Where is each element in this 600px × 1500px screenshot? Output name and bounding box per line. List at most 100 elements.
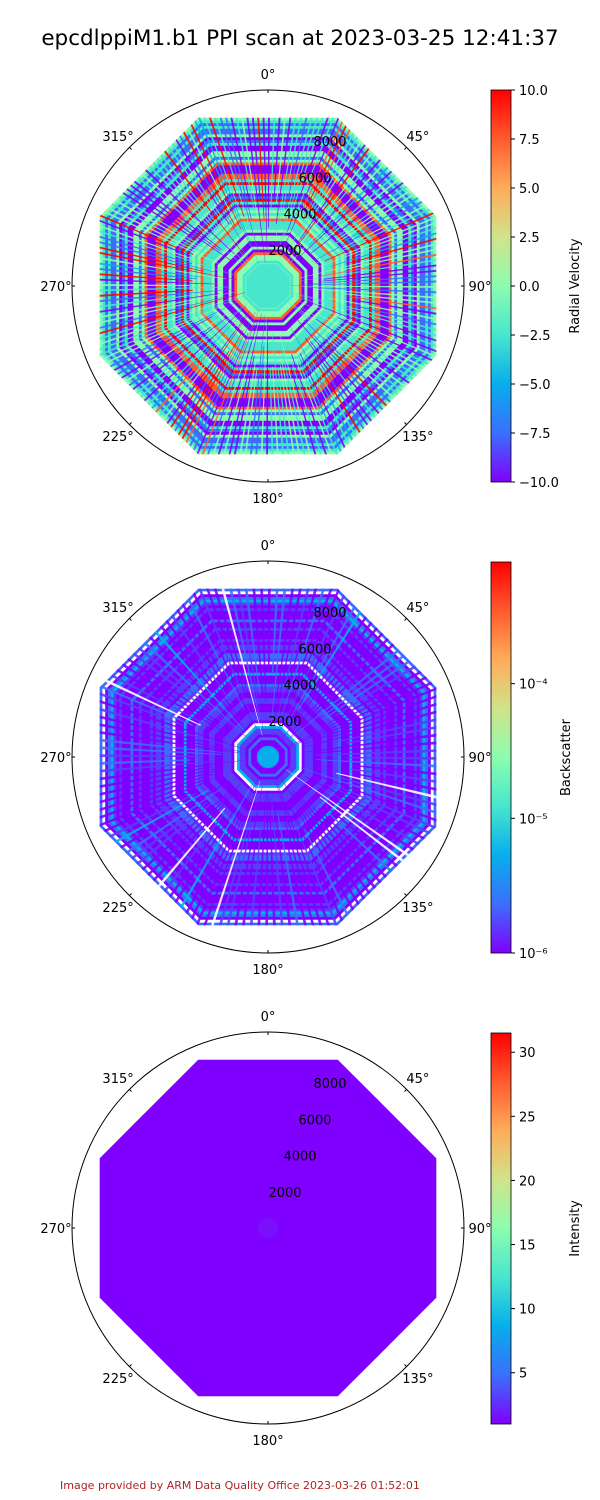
colorbar-tick-label: 10⁻⁴ (519, 678, 548, 693)
beam-streak (198, 117, 259, 264)
beam-streak (280, 621, 373, 741)
beam-streak (304, 337, 369, 426)
polar-panel-radial_velocity: 0° 45° 90° 135° 180° 225° 270° 315° 2000 4000 6000… (40, 68, 583, 507)
beam-streak (152, 790, 237, 882)
beam-streak (130, 801, 208, 860)
beam-streak (272, 366, 279, 455)
beam-streak (317, 313, 422, 373)
angle-tick-label: 270° (40, 280, 71, 295)
beam-streak (99, 278, 215, 285)
beam-streak (262, 117, 268, 252)
beam-streak (279, 775, 360, 906)
beam-streak (110, 674, 211, 728)
data-area (99, 1059, 437, 1397)
beam-streak (179, 135, 241, 239)
beam-streak (99, 715, 209, 744)
colorbar-label: Intensity (568, 1200, 583, 1257)
beam-streak (125, 788, 221, 855)
colorbar-tick-label: 0.0 (519, 280, 540, 295)
beam-streak (312, 201, 423, 262)
beam-streak (283, 117, 313, 225)
beam-streak (239, 358, 257, 455)
beam-streak (99, 286, 228, 292)
beam-streak (312, 361, 357, 437)
beam-streak (276, 117, 286, 203)
beam-streak (280, 345, 306, 455)
beam-streak (279, 365, 295, 455)
beam-streak (331, 774, 437, 807)
beam-streak (99, 773, 214, 812)
beam-streak (223, 321, 259, 455)
range-tick-label: 4000 (283, 679, 316, 694)
range-tick-label: 2000 (268, 244, 301, 259)
beam-streak (279, 117, 319, 247)
beam-streak (275, 117, 292, 224)
beam-streak (190, 778, 258, 920)
beam-streak (244, 588, 261, 695)
range-tick-label: 8000 (313, 606, 346, 621)
beam-streak (127, 657, 219, 723)
beam-streak (290, 326, 353, 441)
beam-streak (312, 275, 437, 284)
beam-streak (297, 140, 362, 241)
beam-streak (212, 348, 249, 455)
beam-streak (249, 821, 263, 926)
beam-streak (203, 117, 240, 209)
beam-streak (148, 636, 223, 711)
beam-streak (272, 333, 285, 455)
angle-tick-label: 45° (406, 1072, 429, 1087)
beam-streak (338, 317, 433, 361)
beam-streak (99, 777, 211, 819)
beam-streak (275, 780, 323, 926)
colorbar-tick-label: 2.5 (519, 231, 540, 246)
beam-streak (291, 791, 366, 900)
beam-streak (293, 819, 338, 926)
beam-streak (218, 816, 252, 926)
beam-streak (304, 300, 437, 353)
beam-streak (99, 292, 245, 335)
beam-streak (260, 307, 268, 455)
beam-streak (327, 670, 422, 725)
beam-streak (323, 264, 437, 280)
beam-streak (322, 269, 437, 282)
colorbar-tick-label: 5.0 (519, 182, 540, 197)
beam-streak (99, 289, 193, 297)
beam-streak (335, 185, 408, 238)
beam-streak (99, 230, 235, 276)
beam-streak (285, 117, 308, 210)
beam-streak (273, 588, 302, 729)
angle-tick-label: 180° (252, 963, 283, 978)
beam-streak (257, 117, 265, 220)
beam-streak (283, 599, 351, 727)
beam-streak (293, 681, 433, 746)
angle-tick-label: 135° (402, 1372, 433, 1387)
beam-streak (288, 301, 407, 388)
beam-streak (271, 588, 279, 673)
beam-streak (288, 302, 399, 395)
angle-tick (129, 1089, 132, 1092)
beam-streak (165, 619, 238, 717)
beam-streak (116, 668, 229, 735)
beam-streak (298, 616, 368, 714)
center-blob (246, 264, 290, 308)
beam-streak (336, 772, 437, 799)
beam-streak (354, 227, 437, 257)
range-tick-label: 2000 (268, 1186, 301, 1201)
range-tick-label: 8000 (313, 135, 346, 150)
beam-streak (201, 309, 259, 455)
beam-streak (289, 605, 357, 719)
beam-streak (235, 117, 256, 217)
beam-streak (147, 322, 232, 406)
beam-streak (273, 117, 281, 200)
beam-streak (305, 776, 426, 840)
angle-tick-label: 90° (468, 280, 491, 295)
beam-streak (124, 312, 229, 383)
beam-streak (193, 348, 240, 451)
beam-streak (289, 365, 317, 455)
beam-streak (304, 710, 437, 748)
range-tick-label: 4000 (283, 1150, 316, 1165)
beam-streak (192, 592, 254, 724)
beam-streak (269, 798, 276, 926)
beam-streak (156, 158, 227, 239)
beam-streak (99, 289, 231, 303)
